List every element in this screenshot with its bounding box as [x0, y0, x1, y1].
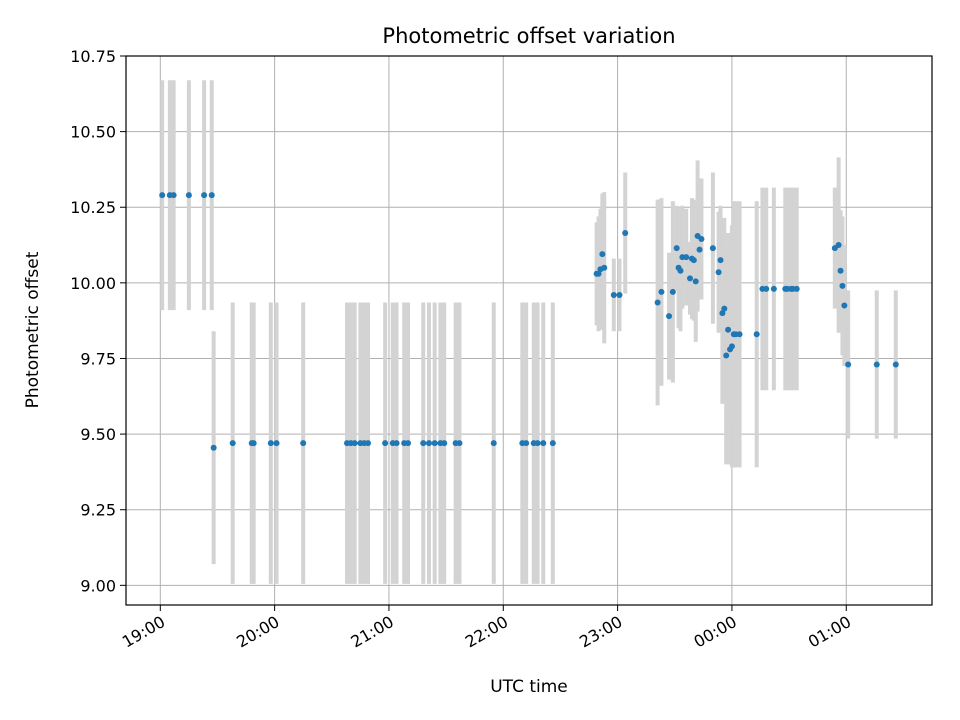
data-point [523, 440, 530, 447]
y-tick-label: 10.00 [70, 274, 116, 293]
chart-title: Photometric offset variation [382, 24, 675, 48]
data-point [719, 310, 726, 317]
data-point [677, 267, 684, 274]
data-point [441, 440, 448, 447]
error-bars [160, 80, 898, 584]
data-point [420, 440, 427, 447]
data-point [595, 270, 602, 277]
data-point [692, 278, 699, 285]
data-point [698, 236, 705, 242]
data-point [654, 299, 661, 306]
axes-frame [125, 55, 933, 606]
data-point [159, 192, 166, 199]
data-point [666, 313, 673, 320]
data-point [425, 440, 432, 447]
data-point [717, 257, 724, 264]
x-tick-label: 21:00 [348, 612, 397, 652]
data-point [873, 361, 880, 368]
data-point [892, 361, 899, 368]
x-tick-label: 01:00 [805, 612, 854, 652]
x-tick-label: 23:00 [576, 612, 625, 652]
data-point [170, 192, 177, 199]
data-point [599, 251, 606, 258]
data-point [382, 440, 389, 447]
data-point [696, 246, 703, 253]
data-point [841, 302, 848, 309]
data-point [669, 288, 676, 295]
data-point [431, 440, 438, 447]
data-point [456, 440, 463, 447]
data-point [687, 275, 694, 282]
y-tick-label: 9.50 [80, 425, 116, 444]
y-tick-label: 10.25 [70, 198, 116, 217]
y-tick-label: 10.50 [70, 123, 116, 142]
x-tick-label: 22:00 [462, 612, 511, 652]
data-point [622, 229, 629, 236]
data-point [250, 440, 257, 447]
data-point [549, 440, 556, 447]
data-point [616, 291, 623, 298]
data-point [673, 245, 680, 252]
data-point [273, 440, 280, 447]
data-point [715, 269, 722, 276]
data-point [721, 305, 728, 312]
x-axis-ticks: 19:00 20:00 21:00 22:00 23:00 00:00 01:00 [119, 605, 854, 652]
data-point [845, 361, 852, 368]
data-point [763, 285, 770, 292]
y-tick-label: 9.25 [80, 501, 116, 520]
y-axis-ticks: 9.00 9.25 9.50 9.75 10.00 10.25 10.50 10.75 [70, 47, 126, 595]
data-point [736, 331, 743, 338]
data-point [753, 331, 760, 338]
data-point [728, 343, 735, 350]
data-point [835, 242, 842, 249]
data-point [658, 288, 665, 295]
y-tick-label: 9.75 [80, 349, 116, 368]
data-point [229, 440, 236, 447]
grid [126, 55, 932, 605]
data-point [490, 440, 497, 447]
data-point [185, 192, 192, 199]
data-point [770, 285, 777, 292]
data-point [601, 264, 608, 271]
data-point [839, 282, 846, 289]
data-points [159, 192, 899, 451]
y-tick-label: 9.00 [80, 576, 116, 595]
data-point [610, 291, 617, 298]
y-axis-label: Photometric offset [23, 251, 43, 408]
data-point [837, 267, 844, 274]
data-point [201, 192, 208, 199]
data-point [725, 326, 732, 333]
data-point [540, 440, 547, 447]
data-point [690, 257, 697, 264]
y-tick-label: 10.75 [70, 47, 116, 66]
x-tick-label: 19:00 [119, 612, 168, 652]
data-point [364, 440, 371, 447]
data-point [267, 440, 274, 447]
x-axis-label: UTC time [490, 677, 568, 697]
data-point [351, 440, 358, 447]
x-tick-label: 20:00 [233, 612, 282, 652]
data-point [405, 440, 412, 447]
data-point [208, 192, 215, 199]
data-point [723, 352, 730, 359]
data-point [393, 440, 400, 447]
x-tick-label: 00:00 [690, 612, 739, 652]
data-point [300, 440, 307, 447]
data-point [683, 254, 690, 261]
data-point [210, 444, 217, 451]
data-point [793, 285, 800, 292]
data-point [709, 245, 716, 252]
data-point [534, 440, 541, 447]
